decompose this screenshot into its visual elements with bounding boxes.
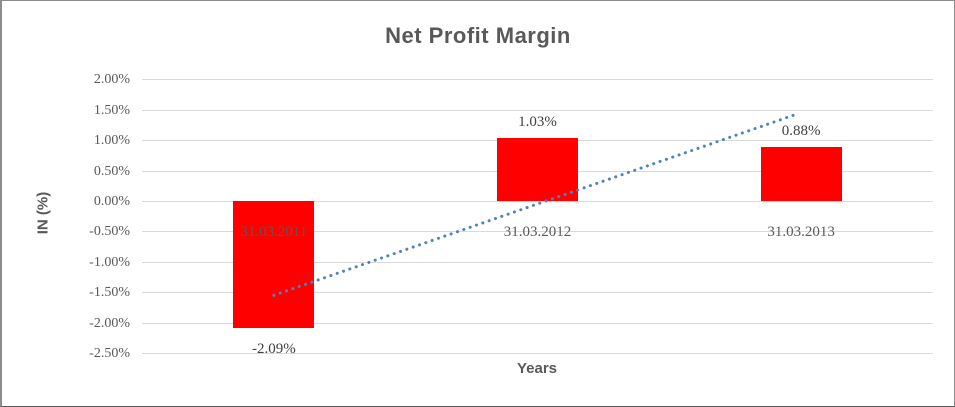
category-label: 31.03.2013 <box>767 224 835 240</box>
gridline <box>142 109 933 111</box>
bar-31.03.2012 <box>497 138 578 201</box>
y-tick-label: -1.50% <box>89 285 130 301</box>
chart-title: Net Profit Margin <box>385 23 571 48</box>
category-label: 31.03.2011 <box>240 224 308 240</box>
data-label: -2.09% <box>251 341 296 358</box>
y-tick-label: 1.00% <box>93 133 130 149</box>
y-tick-label: 2.00% <box>93 72 130 88</box>
y-tick-label: 0.00% <box>93 194 130 209</box>
y-tick-label: -2.00% <box>89 315 130 331</box>
gridline <box>142 353 933 355</box>
gridline <box>142 322 933 324</box>
y-tick-label: -1.00% <box>89 254 130 270</box>
y-tick-label: -0.50% <box>89 224 130 240</box>
category-label: 31.03.2012 <box>503 224 572 240</box>
gridline <box>142 79 933 81</box>
y-tick-label: 0.50% <box>93 163 130 179</box>
bar-31.03.2013 <box>760 147 842 201</box>
y-tick-label: -2.50% <box>89 346 130 362</box>
bar-31.03.2011 <box>233 201 315 329</box>
y-axis-title: IN (%) <box>34 191 52 235</box>
data-label: 1.03% <box>518 114 557 131</box>
y-tick-label: 1.50% <box>93 102 130 118</box>
x-axis-title: Years <box>516 360 558 377</box>
data-label: 0.88% <box>781 123 821 140</box>
